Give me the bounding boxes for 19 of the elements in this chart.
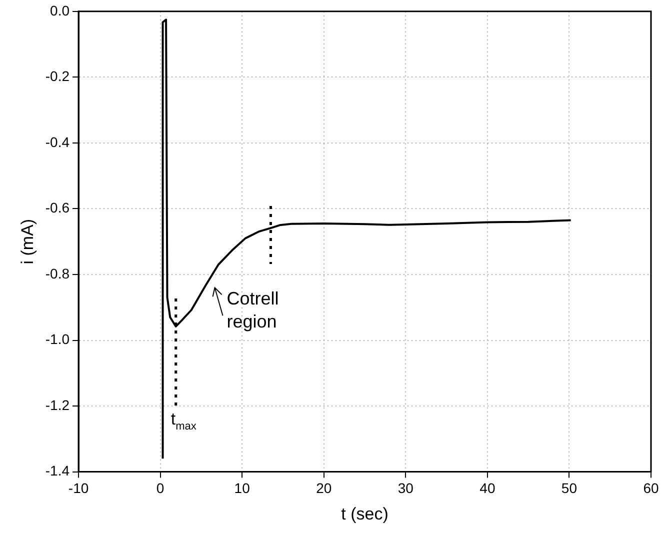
x-axis-title: t (sec): [341, 504, 388, 524]
x-tick-label: 20: [316, 480, 332, 496]
x-tick-label: 10: [234, 480, 250, 496]
x-tick-label: 50: [561, 480, 578, 496]
y-tick-label: -0.6: [45, 200, 70, 216]
y-tick-label: -0.2: [45, 68, 70, 84]
x-tick-label: 30: [398, 480, 414, 496]
annotation: Cotrell region: [226, 288, 279, 332]
y-tick-label: -1.0: [45, 331, 70, 348]
x-tick-label: 0: [156, 480, 164, 496]
x-tick-label: 40: [480, 480, 496, 496]
y-tick-label: -1.4: [45, 462, 70, 479]
x-tick-label: 60: [643, 480, 659, 496]
y-axis-title: i (mA): [18, 218, 37, 264]
y-tick-label: -1.2: [45, 396, 70, 413]
y-tick-label: 0.0: [50, 2, 70, 18]
y-tick-label: -0.8: [45, 265, 70, 282]
y-tick-label: -0.4: [45, 134, 70, 150]
x-tick-label: -10: [68, 480, 89, 496]
